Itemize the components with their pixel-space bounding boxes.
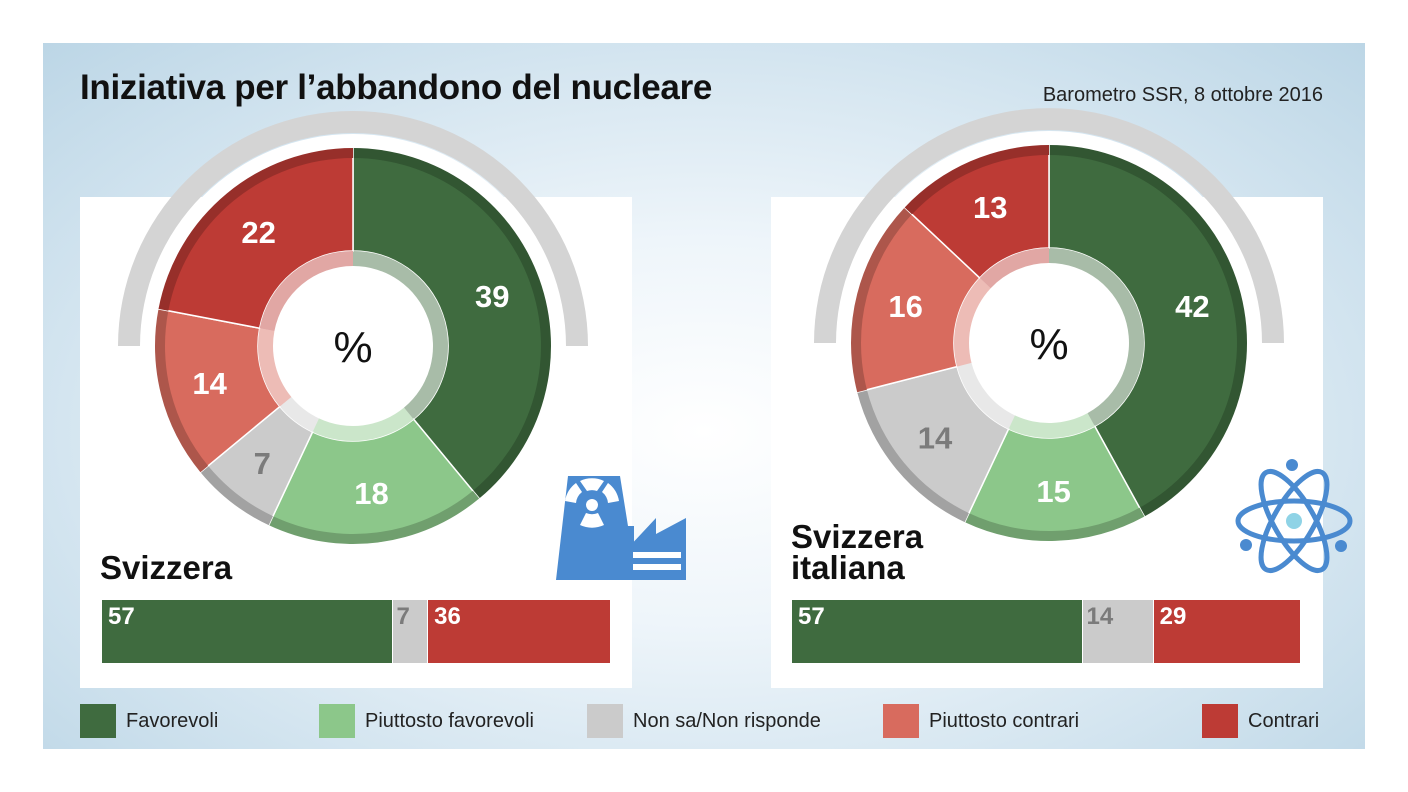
slice-label-contrari: 22 bbox=[241, 215, 275, 250]
slice-inner-rim-favorevoli bbox=[1049, 248, 1144, 427]
slice-rim-contrari bbox=[158, 148, 353, 311]
slice-inner-rim-piuttosto-favorevoli bbox=[312, 407, 414, 441]
slice-inner-rim-contrari bbox=[979, 248, 1049, 289]
bar-segment-favorevoli: 57 bbox=[792, 600, 1082, 663]
slice-inner-rim-non-sa-non-risponde bbox=[279, 396, 319, 432]
legend-label: Favorevoli bbox=[126, 709, 219, 732]
nuclear-power-plant-icon bbox=[556, 476, 686, 580]
region-label-svizzera-italiana: Svizzera italiana bbox=[791, 518, 924, 586]
bar-value-label: 14 bbox=[1086, 603, 1114, 630]
donut-svizzera-italiana: 42 15 14 16 13% bbox=[814, 108, 1284, 555]
slice-label-piuttosto-contrari: 14 bbox=[192, 366, 227, 401]
slice-inner-rim-non-sa-non-risponde bbox=[956, 362, 1015, 429]
slice-label-contrari: 13 bbox=[973, 190, 1007, 225]
legend-swatch bbox=[1202, 704, 1238, 738]
slice-label-non-sa-non-risponde: 7 bbox=[254, 446, 271, 481]
atom-icon bbox=[1235, 459, 1353, 574]
slice-label-favorevoli: 42 bbox=[1175, 289, 1209, 324]
legend-label: Piuttosto contrari bbox=[929, 709, 1080, 732]
legend-item-contrari: Contrari bbox=[1202, 704, 1319, 738]
bar-value-label: 29 bbox=[1159, 603, 1187, 630]
legend-swatch bbox=[80, 704, 116, 738]
slice-inner-rim-piuttosto-contrari bbox=[953, 277, 991, 367]
legend-item-piuttosto-contrari: Piuttosto contrari bbox=[883, 704, 1079, 738]
bar-segment-contrari: 29 bbox=[1152, 600, 1300, 663]
slice-rim-piuttosto-favorevoli bbox=[964, 507, 1145, 541]
legend-item-piuttosto-favorevoli: Piuttosto favorevoli bbox=[319, 704, 534, 738]
chart-source: Barometro SSR, 8 ottobre 2016 bbox=[1042, 84, 1323, 106]
legend-item-favorevoli: Favorevoli bbox=[80, 704, 218, 738]
slice-label-favorevoli: 39 bbox=[475, 279, 509, 314]
slice-rim-contrari bbox=[904, 145, 1049, 215]
bar-value-label: 36 bbox=[434, 603, 461, 630]
donut-center-label: % bbox=[1029, 320, 1068, 369]
bar-segment-contrari: 36 bbox=[427, 600, 610, 663]
slice-inner-rim-piuttosto-favorevoli bbox=[1008, 413, 1095, 438]
slice-label-piuttosto-favorevoli: 15 bbox=[1036, 474, 1070, 509]
chart-title: Iniziativa per l’abbandono del nucleare bbox=[80, 68, 713, 107]
bar-value-label: 57 bbox=[798, 603, 825, 630]
legend: Favorevoli Piuttosto favorevoli Non sa/Non… bbox=[80, 704, 1323, 738]
donut-center-label: % bbox=[333, 323, 372, 372]
region-label-svizzera: Svizzera bbox=[100, 549, 233, 586]
slice-rim-piuttosto-favorevoli bbox=[268, 490, 480, 544]
bar-segment-non-sa-non-risponde: 14 bbox=[1081, 600, 1153, 663]
legend-label: Non sa/Non risponde bbox=[633, 709, 821, 732]
legend-label: Contrari bbox=[1248, 709, 1320, 732]
slice-inner-rim-favorevoli bbox=[353, 251, 448, 420]
legend-label: Piuttosto favorevoli bbox=[365, 709, 534, 732]
donut-hole bbox=[275, 268, 431, 424]
donut-svizzera: 39 18 7 14 22% bbox=[118, 111, 588, 558]
stacked-bar-svizzera-italiana: 57 14 29 bbox=[792, 600, 1300, 663]
legend-swatch bbox=[319, 704, 355, 738]
slice-rim-non-sa-non-risponde bbox=[200, 465, 273, 526]
bar-value-label: 57 bbox=[108, 603, 135, 630]
bar-value-label: 7 bbox=[396, 603, 410, 630]
slice-inner-rim-contrari bbox=[259, 251, 353, 332]
stacked-bar-svizzera: 57 7 36 bbox=[102, 600, 610, 663]
donut-hole bbox=[971, 265, 1127, 421]
slice-label-piuttosto-favorevoli: 18 bbox=[354, 476, 388, 511]
bar-segment-non-sa-non-risponde: 7 bbox=[391, 600, 428, 663]
legend-swatch bbox=[587, 704, 623, 738]
slice-inner-rim-piuttosto-contrari bbox=[258, 328, 292, 407]
slice-label-piuttosto-contrari: 16 bbox=[888, 289, 922, 324]
bar-segment-favorevoli: 57 bbox=[102, 600, 392, 663]
slice-rim-piuttosto-contrari bbox=[850, 207, 912, 393]
legend-swatch bbox=[883, 704, 919, 738]
slice-rim-piuttosto-contrari bbox=[154, 308, 209, 473]
slice-label-non-sa-non-risponde: 14 bbox=[918, 420, 953, 455]
legend-item-non-sa-non-risponde: Non sa/Non risponde bbox=[587, 704, 821, 738]
slice-rim-non-sa-non-risponde bbox=[857, 389, 969, 523]
